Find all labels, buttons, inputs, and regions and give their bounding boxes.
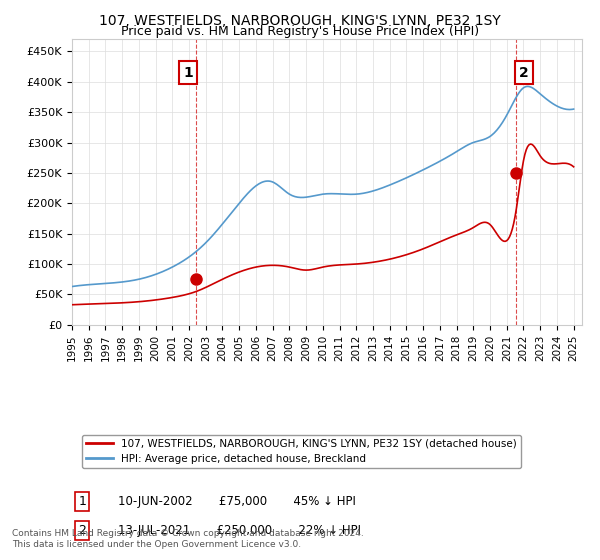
Text: 13-JUL-2021       £250,000       22% ↓ HPI: 13-JUL-2021 £250,000 22% ↓ HPI [103, 524, 361, 537]
Legend: 107, WESTFIELDS, NARBOROUGH, KING'S LYNN, PE32 1SY (detached house), HPI: Averag: 107, WESTFIELDS, NARBOROUGH, KING'S LYNN… [82, 435, 521, 468]
Text: 2: 2 [78, 524, 86, 537]
Text: 1: 1 [183, 66, 193, 80]
Text: 10-JUN-2002       £75,000       45% ↓ HPI: 10-JUN-2002 £75,000 45% ↓ HPI [103, 496, 355, 508]
Text: 107, WESTFIELDS, NARBOROUGH, KING'S LYNN, PE32 1SY: 107, WESTFIELDS, NARBOROUGH, KING'S LYNN… [99, 14, 501, 28]
Text: Contains HM Land Registry data © Crown copyright and database right 2024.
This d: Contains HM Land Registry data © Crown c… [12, 529, 364, 549]
Text: 2: 2 [519, 66, 529, 80]
Text: 1: 1 [78, 496, 86, 508]
Text: Price paid vs. HM Land Registry's House Price Index (HPI): Price paid vs. HM Land Registry's House … [121, 25, 479, 38]
